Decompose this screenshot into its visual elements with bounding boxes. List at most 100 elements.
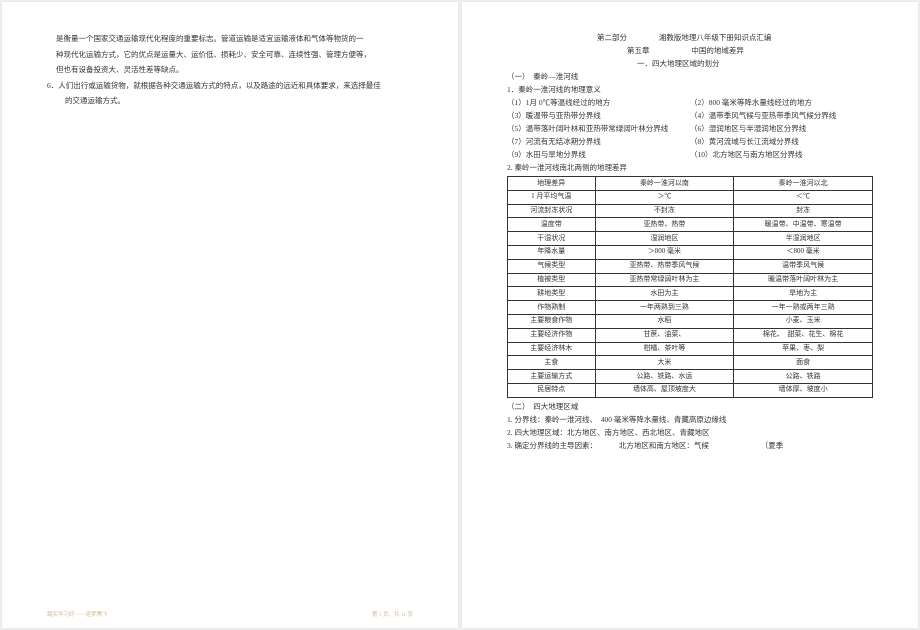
table-row: 1 月平均气温＞℃＜℃ bbox=[508, 190, 873, 204]
table-cell: ＜℃ bbox=[734, 190, 873, 204]
table-cell: 暖温带、中温带、寒温带 bbox=[734, 218, 873, 232]
table-row: 作物熟制一年两熟到三熟一年一熟或两年三熟 bbox=[508, 301, 873, 315]
table-cell: 水稻 bbox=[595, 314, 734, 328]
table-row: 主食大米面食 bbox=[508, 356, 873, 370]
table-cell: 甘蔗、油菜、 bbox=[595, 328, 734, 342]
table-cell: 主要运输方式 bbox=[508, 370, 596, 384]
para-4: 6．人们出行或运输货物，就根据各种交通运输方式的特点，以及路途的远近和具体要求，… bbox=[47, 79, 413, 93]
footer-left-text: 踏实学习好——逐梦腾飞 bbox=[47, 610, 108, 618]
table-cell: 亚热带常绿阔叶林为主 bbox=[595, 273, 734, 287]
table-cell: 温度带 bbox=[508, 218, 596, 232]
comparison-table: 地理差异 秦岭一淮河以南 秦岭一淮河以北 1 月平均气温＞℃＜℃河流封冻状况不封… bbox=[507, 176, 873, 398]
header-line-2: 第五章 中国的地域差异 bbox=[507, 45, 873, 57]
table-cell: 暖温带落叶阔叶林为主 bbox=[734, 273, 873, 287]
table-cell: 民居特点 bbox=[508, 383, 596, 397]
table-row: 主要经济林木柑橘、茶叶等苹果、枣、梨 bbox=[508, 342, 873, 356]
table-row: 植被类型亚热带常绿阔叶林为主暖温带落叶阔叶林为主 bbox=[508, 273, 873, 287]
section-header: 一．四大地理区域的划分 bbox=[507, 58, 873, 70]
table-cell: 年降水量 bbox=[508, 245, 596, 259]
table-cell: 柑橘、茶叶等 bbox=[595, 342, 734, 356]
sig-1: （1）1月 0℃等温线经过的地方 bbox=[507, 97, 690, 109]
table-row: 主要运输方式公路、铁路、水运公路、铁路 bbox=[508, 370, 873, 384]
table-cell: 墙体厚、坡度小 bbox=[734, 383, 873, 397]
footer-page-number: 第 5 页，共 11 页 bbox=[372, 610, 413, 618]
chapter-title: 中国的地域差异 bbox=[691, 46, 744, 55]
table-cell: 不封冻 bbox=[595, 204, 734, 218]
significance-row-3: （5）温带落叶阔叶林和亚热带常绿阔叶林分界线 （6）湿润地区与半湿润地区分界线 bbox=[507, 123, 873, 135]
table-cell: 小麦、玉米 bbox=[734, 314, 873, 328]
para-3: 但也有设备投资大、灵活性差等缺点。 bbox=[47, 63, 413, 77]
table-cell: 耕地类型 bbox=[508, 287, 596, 301]
table-cell: 温带季风气候 bbox=[734, 259, 873, 273]
item-2-3-a: 3. 确定分界线的主导因素： bbox=[507, 441, 597, 450]
chapter-label: 第五章 bbox=[627, 46, 650, 55]
table-row: 耕地类型水田为主旱地为主 bbox=[508, 287, 873, 301]
table-cell: 气候类型 bbox=[508, 259, 596, 273]
table-cell: 主要经济林木 bbox=[508, 342, 596, 356]
significance-row-2: （3）暖温带与亚热带分界线 （4）温带季风气候与亚热带季风气候分界线 bbox=[507, 110, 873, 122]
significance-row-1: （1）1月 0℃等温线经过的地方 （2）800 毫米等降水量线经过的地方 bbox=[507, 97, 873, 109]
table-cell: 公路、铁路 bbox=[734, 370, 873, 384]
significance-row-5: （9）水田与旱地分界线 （10）北方地区与南方地区分界线 bbox=[507, 149, 873, 161]
significance-row-4: （7）河流有无结冰期分界线 （8）黄河流域与长江流域分界线 bbox=[507, 136, 873, 148]
table-cell: 1 月平均气温 bbox=[508, 190, 596, 204]
header-line-1: 第二部分 湘教版地理八年级下册知识点汇编 bbox=[507, 32, 873, 44]
right-page: 第二部分 湘教版地理八年级下册知识点汇编 第五章 中国的地域差异 一．四大地理区… bbox=[462, 2, 918, 628]
table-cell: 封冻 bbox=[734, 204, 873, 218]
table-row: 温度带亚热带、热带暖温带、中温带、寒温带 bbox=[508, 218, 873, 232]
sig-4: （4）温带季风气候与亚热带季风气候分界线 bbox=[690, 110, 873, 122]
sig-6: （6）湿润地区与半湿润地区分界线 bbox=[690, 123, 873, 135]
sig-10: （10）北方地区与南方地区分界线 bbox=[690, 149, 873, 161]
item-2-3-b: 北方地区和南方地区：气候 bbox=[619, 441, 709, 450]
item-2-3: 3. 确定分界线的主导因素： 北方地区和南方地区：气候 （夏季 bbox=[507, 440, 873, 452]
table-row: 河流封冻状况不封冻封冻 bbox=[508, 204, 873, 218]
table-cell: 主要经济作物 bbox=[508, 328, 596, 342]
item-1-2: 2. 秦岭一淮河线南北两侧的地理差异 bbox=[507, 162, 873, 174]
table-cell: 主要粮食作物 bbox=[508, 314, 596, 328]
table-cell: 面食 bbox=[734, 356, 873, 370]
table-cell: ＞℃ bbox=[595, 190, 734, 204]
table-cell: ＜800 毫米 bbox=[734, 245, 873, 259]
table-row: 主要经济作物甘蔗、油菜、棉花、 甜菜、花生、棉花 bbox=[508, 328, 873, 342]
item-2-3-c: （夏季 bbox=[761, 441, 784, 450]
table-cell: 大米 bbox=[595, 356, 734, 370]
table-cell: 河流封冻状况 bbox=[508, 204, 596, 218]
item-1-1: 1．秦岭一淮河线的地理意义 bbox=[507, 84, 873, 96]
sig-8: （8）黄河流域与长江流域分界线 bbox=[690, 136, 873, 148]
subsection-1-title: （一） 秦岭—淮河线 bbox=[507, 71, 873, 83]
th-0: 地理差异 bbox=[508, 177, 596, 191]
table-cell: 墙体高、屋顶坡度大 bbox=[595, 383, 734, 397]
para-5: 的交通运输方式。 bbox=[47, 94, 413, 108]
item-2-2: 2. 四大地理区域：北方地区、南方地区、西北地区、青藏地区 bbox=[507, 427, 873, 439]
table-row: 年降水量＞800 毫米＜800 毫米 bbox=[508, 245, 873, 259]
th-2: 秦岭一淮河以北 bbox=[734, 177, 873, 191]
table-cell: 苹果、枣、梨 bbox=[734, 342, 873, 356]
table-cell: 一年一熟或两年三熟 bbox=[734, 301, 873, 315]
th-1: 秦岭一淮河以南 bbox=[595, 177, 734, 191]
sig-2: （2）800 毫米等降水量线经过的地方 bbox=[690, 97, 873, 109]
para-2: 种现代化运输方式，它的优点是运量大、运价低、损耗少、安全可靠、连续性强、管理方便… bbox=[47, 48, 413, 62]
sig-9: （9）水田与旱地分界线 bbox=[507, 149, 690, 161]
table-header-row: 地理差异 秦岭一淮河以南 秦岭一淮河以北 bbox=[508, 177, 873, 191]
table-cell: 亚热带、热带季风气候 bbox=[595, 259, 734, 273]
header-title: 湘教版地理八年级下册知识点汇编 bbox=[659, 33, 772, 42]
table-row: 干湿状况湿润地区半湿润地区 bbox=[508, 232, 873, 246]
table-row: 民居特点墙体高、屋顶坡度大墙体厚、坡度小 bbox=[508, 383, 873, 397]
sig-5: （5）温带落叶阔叶林和亚热带常绿阔叶林分界线 bbox=[507, 123, 690, 135]
table-cell: 湿润地区 bbox=[595, 232, 734, 246]
table-cell: 半湿润地区 bbox=[734, 232, 873, 246]
table-cell: 棉花、 甜菜、花生、棉花 bbox=[734, 328, 873, 342]
table-row: 主要粮食作物水稻小麦、玉米 bbox=[508, 314, 873, 328]
table-row: 气候类型亚热带、热带季风气候温带季风气候 bbox=[508, 259, 873, 273]
left-page: 是衡量一个国家交通运输现代化程度的重要标志。管道运输是适宜运输液体和气体等物货的… bbox=[2, 2, 458, 628]
sig-7: （7）河流有无结冰期分界线 bbox=[507, 136, 690, 148]
table-cell: 水田为主 bbox=[595, 287, 734, 301]
table-cell: 亚热带、热带 bbox=[595, 218, 734, 232]
table-cell: 作物熟制 bbox=[508, 301, 596, 315]
table-cell: 公路、铁路、水运 bbox=[595, 370, 734, 384]
table-cell: 一年两熟到三熟 bbox=[595, 301, 734, 315]
table-cell: 干湿状况 bbox=[508, 232, 596, 246]
subsection-2-title: （二） 四大地理区域 bbox=[507, 401, 873, 413]
item-2-1: 1. 分界线：秦岭一淮河线、 400 毫米等降水量线、青藏高原边缘线 bbox=[507, 414, 873, 426]
sig-3: （3）暖温带与亚热带分界线 bbox=[507, 110, 690, 122]
